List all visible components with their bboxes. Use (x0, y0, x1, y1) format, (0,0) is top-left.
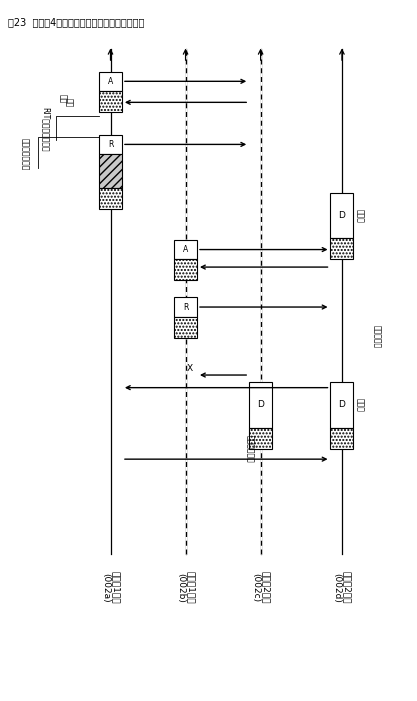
Text: ランク1端末
(002b): ランク1端末 (002b) (176, 571, 195, 604)
Text: R: R (108, 140, 113, 149)
Text: 受信: 受信 (58, 93, 67, 103)
Bar (249, 382, 272, 428)
Bar (99, 188, 122, 209)
Bar (174, 240, 197, 259)
Text: X: X (187, 364, 193, 372)
Text: 送信: 送信 (64, 98, 73, 108)
Text: データ: データ (355, 209, 364, 222)
Text: RITリクエスト送信: RITリクエスト送信 (41, 107, 50, 152)
Bar (249, 428, 272, 449)
Text: A: A (183, 245, 188, 254)
Text: ランク1端末
(002a): ランク1端末 (002a) (101, 571, 120, 604)
Bar (174, 297, 197, 317)
Text: R: R (183, 303, 188, 311)
Bar (330, 193, 353, 238)
Bar (330, 428, 353, 449)
Text: データ送信: データ送信 (372, 325, 381, 348)
Text: ランク2端末
(002c): ランク2端末 (002c) (251, 571, 270, 604)
Text: A: A (108, 77, 113, 86)
Bar (330, 382, 353, 428)
Text: キャリアセンス: キャリアセンス (20, 138, 30, 170)
Bar (99, 72, 122, 91)
Text: D: D (339, 211, 345, 220)
Bar (99, 154, 122, 188)
Bar (99, 135, 122, 154)
Text: データ: データ (355, 398, 364, 411)
Bar (174, 317, 197, 338)
Text: ランク2端末
(002d): ランク2端末 (002d) (332, 571, 352, 604)
Bar (330, 238, 353, 259)
Text: 図23  実施例4における上り通信のシーケンス例: 図23 実施例4における上り通信のシーケンス例 (8, 18, 145, 27)
Bar (99, 91, 122, 112)
Bar (174, 259, 197, 280)
Text: 受信待ち受け: 受信待ち受け (246, 435, 255, 463)
Text: D: D (257, 400, 264, 409)
Text: D: D (339, 400, 345, 409)
